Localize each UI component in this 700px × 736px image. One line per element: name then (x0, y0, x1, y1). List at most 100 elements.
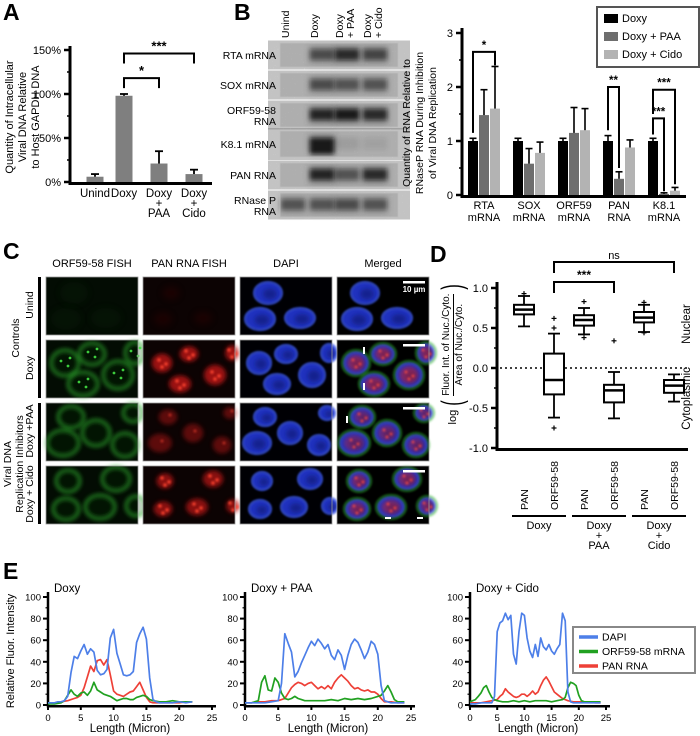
x-tick-label: 20 (574, 713, 585, 724)
box (603, 383, 625, 404)
x-tick-label: 0 (467, 713, 472, 724)
legend-label: Doxy + PAA (622, 31, 681, 43)
gel-lane-label: Unind (280, 10, 292, 38)
bar-doxy (603, 141, 613, 195)
series-pan-rna (245, 673, 405, 704)
y-tick-label: 100 (447, 593, 463, 604)
panel-d-box-plot: -1.0 -0.5 0.0 0.5 1.0 *** ns PAN ORF59-58 PAN ORF5… (469, 250, 693, 552)
log-label: log (447, 409, 459, 425)
micrograph-unind-pan-fish (142, 276, 236, 336)
panel-e-line-chart-doxy-cido: 0 20 40 60 80 100 0 5 10 15 20 25 Doxy + Cido Length … (447, 583, 696, 735)
y-tick-label: 0.5 (473, 323, 488, 335)
series-dapi (48, 626, 193, 704)
x-tick-label: 15 (546, 713, 557, 724)
column-header: Merged (364, 258, 402, 270)
significance-bracket (652, 117, 665, 192)
gel-row-label: RTA mRNA (223, 50, 276, 62)
x-tick-label: SOX (517, 200, 541, 212)
y-tick-label: 2 (447, 82, 453, 94)
micrograph-doxycido-pan-fish (142, 465, 240, 525)
series-pan-rna (48, 658, 193, 704)
y-tick-label: 20 (452, 679, 463, 690)
x-tick-label: PAA (148, 208, 170, 220)
y-tick-label: 0 (458, 701, 463, 712)
panel-label-c: C (3, 238, 20, 264)
y-tick-label: 100 (222, 593, 238, 604)
micrograph-doxy-orf59-fish (45, 339, 147, 399)
legend-label: Doxy (622, 13, 648, 25)
group-label: Controls (10, 317, 22, 358)
panel-label-d: D (430, 241, 447, 267)
x-tick-label: Doxy (181, 188, 207, 200)
x-tick-label: 10 (306, 713, 317, 724)
y-tick-label: 1 (447, 136, 453, 148)
x-tick-label: PAN (519, 489, 531, 510)
y-tick-label: 0 (36, 701, 41, 712)
panel-a-bar-chart: 0%50%100%150%Unind Doxy Doxy+PAADoxy+Cido*… (33, 39, 212, 220)
micrograph-doxy-pan-fish (142, 339, 239, 399)
significance-label: ** (609, 75, 618, 87)
scale-bar (403, 470, 425, 473)
fraction-label: Fluor. Int. of Nuc./Cyto. Area of Nuc./C… (440, 293, 466, 396)
panel-label-b: B (234, 0, 251, 25)
y-tick-label: 20 (30, 679, 41, 690)
x-tick-label: Unind (80, 188, 110, 200)
bar-doxy (513, 141, 523, 195)
micrograph-doxy-merged (336, 339, 437, 399)
bar-doxy+paa (479, 115, 489, 195)
micrograph-doxycido-merged (336, 465, 438, 525)
row-label: Doxy + Cido (24, 465, 36, 523)
series-orf59-58-mrna (48, 681, 193, 705)
gel-row-label: RNase P (234, 195, 276, 207)
group-label: PAA (588, 540, 610, 552)
x-tick-label: mRNA (558, 212, 591, 224)
gel-row-label: SOX mRNA (220, 80, 276, 92)
micrograph-doxypaa-dapi (239, 402, 336, 462)
significance-label: * (482, 40, 487, 52)
x-tick-label: 5 (276, 713, 281, 724)
column-header: ORF59-58 FISH (52, 258, 132, 270)
y-tick-label: -0.5 (469, 403, 488, 415)
legend-swatch (604, 50, 618, 59)
chart-title: Doxy + Cido (476, 583, 539, 595)
x-tick-label: 25 (406, 713, 417, 724)
column-header: DAPI (273, 258, 299, 270)
micrograph-doxypaa-merged (336, 402, 435, 462)
x-tick-label: 25 (207, 713, 218, 724)
micrograph-doxycido-orf59-fish (45, 465, 148, 525)
scale-bar (403, 407, 425, 410)
x-axis-label: Length (Micron) (498, 723, 579, 735)
significance-label: *** (652, 106, 666, 118)
gel-row-label: RNA (254, 206, 276, 218)
significance-label: * (139, 63, 145, 78)
series-pan-rna (470, 676, 601, 704)
bar-doxy (115, 95, 133, 182)
significance-bracket (123, 77, 160, 89)
panel-d-y-axis-label: log ( Fluor. Int. of Nuc./Cyto. Area of … (435, 263, 471, 443)
gel-row-label: PAN RNA (230, 170, 276, 182)
x-tick-label: ORF59-58 (609, 461, 621, 510)
scale-bar (403, 344, 425, 347)
x-tick-label: 5 (78, 713, 83, 724)
x-tick-label: 5 (495, 713, 500, 724)
x-tick-label: 0 (45, 713, 50, 724)
x-tick-label: + (156, 198, 163, 210)
x-tick-label: ORF59 (556, 200, 591, 212)
bar-doxy+cido (490, 108, 500, 195)
panel-e-line-chart-doxy-paa: 0 20 40 60 80 100 0 5 10 15 20 25 Doxy + PAA Length (… (222, 583, 417, 735)
row-label: Doxy (24, 356, 36, 380)
bar-doxy (558, 141, 568, 195)
box (543, 352, 565, 396)
gel-row-label: K8.1 mRNA (221, 139, 276, 151)
significance-bracket (472, 50, 496, 133)
y-tick-label: 40 (227, 657, 238, 668)
panel-label-e: E (3, 558, 19, 584)
x-tick-label: K8.1 (653, 200, 676, 212)
y-tick-label: 100% (33, 89, 61, 101)
bar-doxy+paa (569, 132, 579, 195)
x-tick-label: PAN (579, 489, 591, 510)
gel-lane-label: Doxy (309, 13, 321, 38)
x-tick-label: 25 (601, 713, 612, 724)
